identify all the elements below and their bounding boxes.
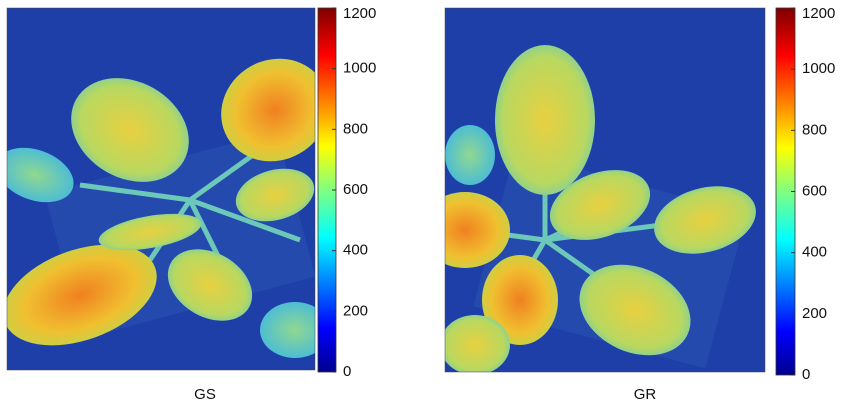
colorbar-tick-label: 0	[343, 363, 351, 380]
colorbar-tick-label: 800	[343, 120, 368, 137]
colorbar-tick-label: 600	[802, 182, 827, 199]
panel-label: GS	[194, 386, 216, 403]
image-gr	[445, 8, 765, 372]
colorbar-tick-label: 1000	[802, 60, 835, 77]
colorbar-tick-label: 600	[343, 181, 368, 198]
colorbar-tick-label: 1000	[343, 60, 376, 77]
colorbar-tick-label: 200	[343, 302, 368, 319]
colorbar-tick-label: 800	[802, 121, 827, 138]
colorbar-tick-label: 1200	[343, 5, 376, 22]
colorbar-tick-label: 0	[802, 366, 810, 383]
image-gs	[7, 8, 315, 370]
panel-label: GR	[634, 386, 657, 403]
colorbar-tick-label: 200	[802, 305, 827, 322]
colorbar-tick-label: 400	[343, 242, 368, 259]
frame	[444, 7, 766, 373]
colorbar-tick-label: 400	[802, 244, 827, 261]
frame	[6, 7, 316, 371]
colorbar-tick-label: 1200	[802, 5, 835, 22]
